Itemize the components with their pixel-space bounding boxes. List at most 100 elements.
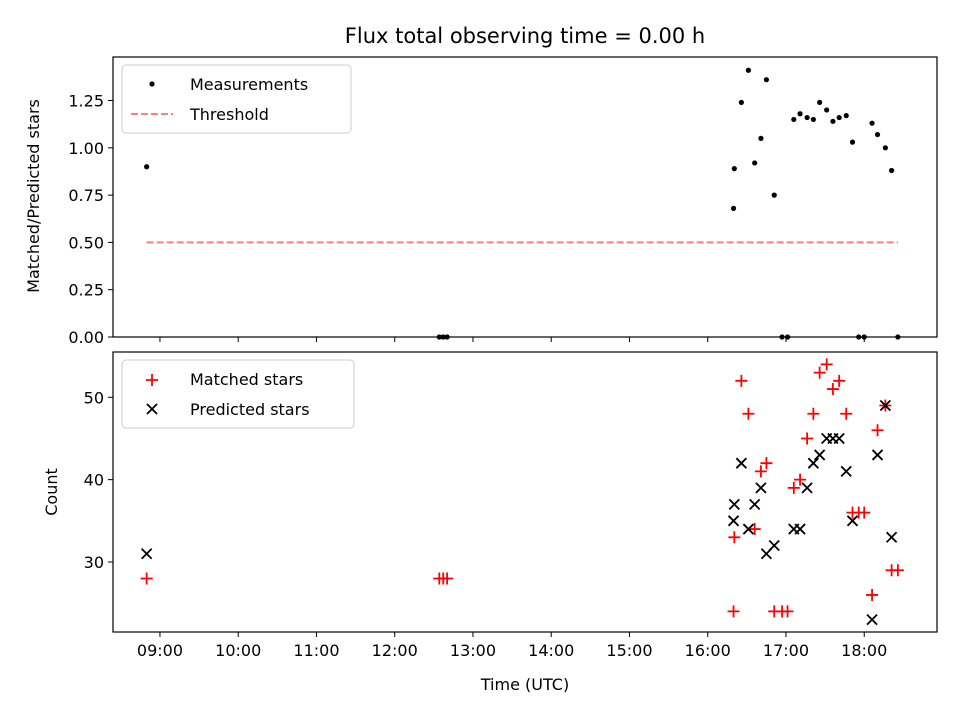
legend-matched-label: Matched stars bbox=[190, 370, 303, 389]
predicted-stars-point bbox=[794, 523, 806, 535]
bottom-y-tick-label: 50 bbox=[84, 388, 104, 407]
x-tick-label: 09:00 bbox=[137, 641, 183, 660]
legend-measurements-label: Measurements bbox=[190, 75, 308, 94]
x-tick-label: 14:00 bbox=[528, 641, 574, 660]
x-tick-label: 11:00 bbox=[293, 641, 339, 660]
predicted-stars-point bbox=[813, 449, 826, 461]
matched-stars-point bbox=[820, 358, 833, 371]
predicted-stars-point bbox=[768, 539, 780, 552]
matched-stars-point bbox=[891, 564, 904, 577]
x-axis-label: Time (UTC) bbox=[480, 675, 569, 694]
top-y-tick-label: 0.00 bbox=[68, 328, 104, 347]
matched-stars-point bbox=[742, 407, 755, 420]
top-legend: Measurements Threshold bbox=[121, 64, 352, 134]
measurement-point bbox=[889, 167, 895, 174]
x-tick-label: 13:00 bbox=[450, 641, 496, 660]
matched-stars-point bbox=[727, 605, 740, 618]
predicted-stars-point bbox=[727, 515, 740, 527]
top-y-tick-label: 0.50 bbox=[68, 233, 104, 252]
legend-measurements-marker bbox=[149, 81, 155, 87]
top-y-axis-label: Matched/Predicted stars bbox=[24, 99, 43, 293]
matched-stars-point bbox=[140, 572, 153, 585]
top-plot-area bbox=[144, 67, 901, 340]
measurement-point bbox=[771, 192, 777, 198]
legend-predicted-marker bbox=[146, 403, 158, 415]
x-tick-label: 17:00 bbox=[763, 641, 809, 660]
predicted-stars-point bbox=[840, 465, 852, 478]
matched-stars-point bbox=[826, 383, 839, 396]
matched-stars-point bbox=[813, 366, 826, 379]
measurement-point bbox=[758, 135, 764, 141]
bottom-legend: Matched stars Predicted stars bbox=[121, 359, 355, 429]
measurement-point bbox=[763, 77, 770, 83]
bottom-axes-frame bbox=[112, 351, 938, 633]
top-y-tick-label: 1.25 bbox=[68, 92, 104, 111]
measurement-point bbox=[797, 111, 803, 117]
top-y-tick-label: 1.00 bbox=[68, 139, 104, 158]
matched-stars-point bbox=[833, 374, 846, 387]
measurement-point bbox=[869, 120, 875, 126]
measurement-point bbox=[738, 99, 744, 106]
matched-stars-point bbox=[858, 506, 871, 519]
predicted-stars-point bbox=[807, 457, 819, 469]
measurement-point bbox=[874, 131, 881, 138]
matched-stars-point bbox=[801, 432, 814, 445]
measurement-point bbox=[731, 166, 737, 172]
matched-stars-point bbox=[807, 407, 820, 420]
measurement-point bbox=[810, 116, 816, 123]
legend-threshold-label: Threshold bbox=[189, 105, 269, 124]
predicted-stars-point bbox=[735, 457, 748, 469]
predicted-stars-point bbox=[728, 498, 740, 510]
measurement-point bbox=[804, 114, 810, 121]
matched-stars-point bbox=[794, 473, 807, 486]
measurement-point bbox=[730, 205, 737, 211]
matched-stars-point bbox=[728, 531, 741, 544]
bottom-legend-box bbox=[121, 359, 355, 429]
predicted-stars-point bbox=[749, 498, 761, 510]
measurement-point bbox=[843, 113, 849, 119]
top-axes-frame bbox=[112, 56, 938, 338]
predicted-stars-point bbox=[141, 548, 153, 560]
top-legend-box bbox=[121, 64, 352, 134]
predicted-stars-point bbox=[846, 515, 859, 527]
predicted-stars-point bbox=[885, 531, 898, 543]
measurement-point bbox=[836, 114, 842, 121]
bottom-y-axis-label: Count bbox=[42, 468, 61, 516]
legend-predicted-label: Predicted stars bbox=[190, 400, 310, 419]
matched-stars-point bbox=[781, 605, 794, 618]
predicted-stars-point bbox=[866, 614, 878, 626]
predicted-stars-point bbox=[879, 399, 891, 412]
predicted-stars-point bbox=[742, 523, 755, 535]
measurement-point bbox=[824, 107, 830, 113]
matched-stars-point bbox=[754, 465, 767, 478]
predicted-stars-point bbox=[801, 482, 813, 494]
x-tick-label: 18:00 bbox=[841, 641, 887, 660]
top-y-tick-label: 0.75 bbox=[68, 186, 104, 205]
x-tick-label: 15:00 bbox=[606, 641, 652, 660]
matched-stars-point bbox=[787, 481, 800, 494]
measurement-point bbox=[817, 99, 823, 106]
bottom-plot-area bbox=[140, 358, 904, 626]
x-tick-label: 10:00 bbox=[215, 641, 261, 660]
matched-stars-point bbox=[748, 523, 761, 536]
matched-stars-point bbox=[735, 374, 748, 387]
top-y-tick-label: 0.25 bbox=[68, 281, 104, 300]
x-tick-label: 12:00 bbox=[372, 641, 418, 660]
measurement-point bbox=[745, 67, 752, 73]
matched-stars-point bbox=[840, 407, 853, 420]
matched-stars-point bbox=[760, 457, 773, 470]
measurement-point bbox=[752, 160, 758, 166]
bottom-y-tick-label: 40 bbox=[84, 471, 104, 490]
measurement-point bbox=[791, 116, 797, 123]
matched-stars-point bbox=[866, 588, 879, 601]
bottom-y-tick-label: 30 bbox=[84, 553, 104, 572]
predicted-stars-point bbox=[871, 449, 884, 461]
x-tick-label: 16:00 bbox=[685, 641, 731, 660]
matched-stars-point bbox=[871, 424, 884, 437]
measurement-point bbox=[882, 145, 888, 151]
measurement-point bbox=[830, 118, 836, 124]
matched-stars-point bbox=[441, 572, 454, 585]
measurement-point bbox=[144, 164, 150, 170]
chart-title: Flux total observing time = 0.00 h bbox=[345, 24, 705, 48]
